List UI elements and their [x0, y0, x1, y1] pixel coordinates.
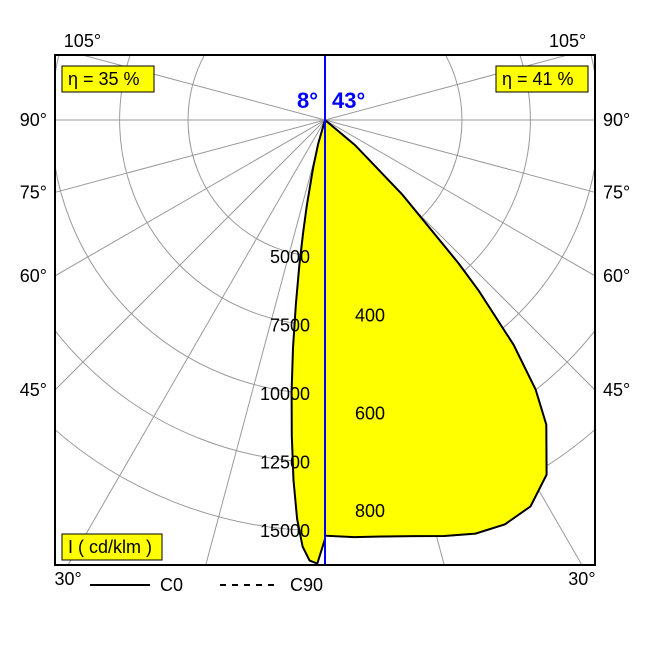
legend: C0 C90: [90, 575, 323, 595]
svg-text:800: 800: [355, 501, 385, 521]
svg-text:75°: 75°: [603, 182, 630, 202]
svg-text:12500: 12500: [260, 452, 310, 472]
half-angle-right: 43°: [332, 88, 365, 113]
eta-right-badge: η = 41 %: [496, 66, 588, 92]
eta-left-badge: η = 35 %: [62, 66, 154, 92]
svg-text:30°: 30°: [54, 569, 81, 589]
unit-badge: I ( cd/klm ): [62, 534, 162, 560]
polar-light-distribution-chart: 5000 7500 10000 12500 15000 400 600 800 30° 30° 4…: [0, 0, 650, 650]
svg-text:90°: 90°: [20, 110, 47, 130]
svg-text:105°: 105°: [64, 31, 101, 51]
eta-left-text: η = 35 %: [68, 69, 140, 89]
unit-text: I ( cd/klm ): [68, 537, 152, 557]
eta-right-text: η = 41 %: [502, 69, 574, 89]
svg-text:30°: 30°: [568, 569, 595, 589]
svg-text:60°: 60°: [20, 266, 47, 286]
svg-text:90°: 90°: [603, 110, 630, 130]
svg-text:400: 400: [355, 306, 385, 326]
svg-text:10000: 10000: [260, 384, 310, 404]
svg-text:105°: 105°: [549, 31, 586, 51]
svg-text:45°: 45°: [603, 380, 630, 400]
svg-text:45°: 45°: [20, 380, 47, 400]
svg-text:75°: 75°: [20, 182, 47, 202]
svg-text:600: 600: [355, 403, 385, 423]
svg-text:7500: 7500: [270, 315, 310, 335]
svg-text:15000: 15000: [260, 521, 310, 541]
svg-text:5000: 5000: [270, 247, 310, 267]
legend-c0-label: C0: [160, 575, 183, 595]
svg-text:60°: 60°: [603, 266, 630, 286]
legend-c90-label: C90: [290, 575, 323, 595]
half-angle-left: 8°: [297, 88, 318, 113]
distribution-curves: [292, 120, 547, 564]
